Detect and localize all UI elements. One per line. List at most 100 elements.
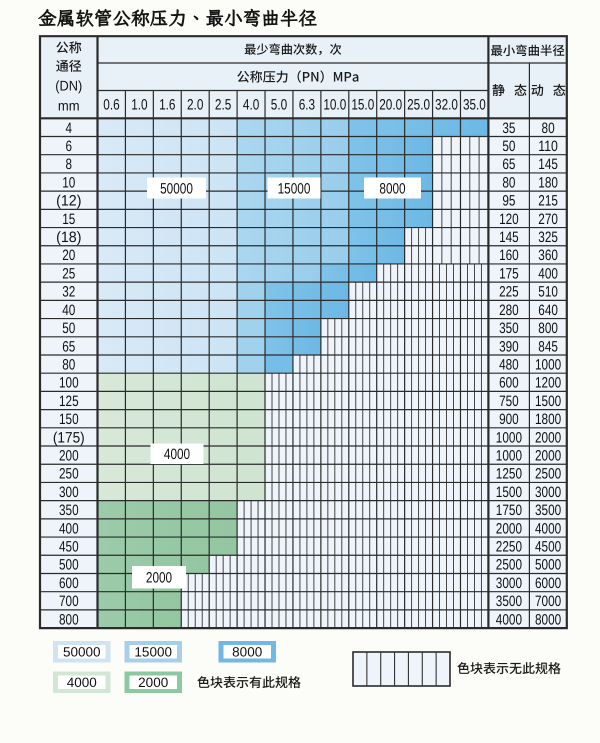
svg-text:480: 480 [499, 357, 519, 374]
svg-text:750: 750 [499, 393, 519, 410]
svg-text:150: 150 [59, 411, 79, 428]
svg-text:4: 4 [66, 120, 73, 137]
svg-text:180: 180 [538, 174, 558, 191]
svg-text:80: 80 [502, 174, 515, 191]
svg-text:40: 40 [62, 302, 75, 319]
svg-text:8: 8 [66, 156, 73, 173]
svg-text:2500: 2500 [496, 557, 522, 574]
svg-text:1000: 1000 [496, 448, 522, 465]
svg-text:600: 600 [499, 375, 519, 392]
svg-text:8000: 8000 [232, 645, 262, 660]
svg-text:50000: 50000 [63, 645, 101, 660]
svg-text:(12): (12) [56, 193, 81, 210]
svg-text:4500: 4500 [535, 539, 561, 556]
svg-text:mm: mm [58, 98, 80, 114]
svg-text:1200: 1200 [535, 375, 561, 392]
svg-text:4000: 4000 [496, 611, 522, 628]
svg-text:6: 6 [66, 138, 73, 155]
svg-text:15000: 15000 [278, 180, 311, 197]
svg-text:1.6: 1.6 [159, 97, 175, 114]
svg-text:400: 400 [59, 520, 79, 537]
svg-text:7000: 7000 [535, 593, 561, 610]
svg-text:110: 110 [538, 138, 558, 155]
svg-text:390: 390 [499, 338, 519, 355]
svg-text:1750: 1750 [496, 502, 522, 519]
svg-text:2000: 2000 [146, 570, 172, 587]
svg-text:145: 145 [538, 156, 558, 173]
svg-text:8000: 8000 [535, 611, 561, 628]
svg-text:2.5: 2.5 [215, 97, 231, 114]
svg-text:50: 50 [62, 320, 75, 337]
svg-text:80: 80 [62, 357, 75, 374]
svg-text:2500: 2500 [535, 466, 561, 483]
svg-text:225: 225 [499, 284, 519, 301]
svg-text:360: 360 [538, 247, 558, 264]
svg-text:1.0: 1.0 [131, 97, 147, 114]
svg-text:1500: 1500 [496, 484, 522, 501]
svg-text:5.0: 5.0 [271, 97, 287, 114]
svg-text:450: 450 [59, 539, 79, 556]
svg-text:900: 900 [499, 411, 519, 428]
svg-text:1800: 1800 [535, 411, 561, 428]
svg-text:95: 95 [502, 193, 515, 210]
svg-text:350: 350 [59, 502, 79, 519]
svg-text:160: 160 [499, 247, 519, 264]
svg-text:500: 500 [59, 557, 79, 574]
svg-text:4000: 4000 [67, 675, 97, 690]
svg-text:1000: 1000 [535, 357, 561, 374]
svg-text:845: 845 [538, 338, 558, 355]
svg-text:15: 15 [62, 211, 75, 228]
svg-text:50: 50 [502, 138, 515, 155]
svg-text:6.3: 6.3 [299, 97, 315, 114]
svg-text:20.0: 20.0 [379, 97, 402, 114]
svg-text:400: 400 [538, 265, 558, 282]
svg-text:215: 215 [538, 193, 558, 210]
svg-text:120: 120 [499, 211, 519, 228]
svg-text:25.0: 25.0 [407, 97, 430, 114]
svg-text:600: 600 [59, 575, 79, 592]
svg-text:2000: 2000 [496, 520, 522, 537]
svg-text:640: 640 [538, 302, 558, 319]
svg-text:(DN): (DN) [55, 78, 82, 94]
svg-text:350: 350 [499, 320, 519, 337]
svg-text:2000: 2000 [535, 448, 561, 465]
svg-text:3500: 3500 [535, 502, 561, 519]
svg-text:4.0: 4.0 [243, 97, 259, 114]
svg-text:250: 250 [59, 466, 79, 483]
svg-text:1500: 1500 [535, 393, 561, 410]
svg-text:0.6: 0.6 [103, 97, 119, 114]
svg-text:80: 80 [542, 120, 555, 137]
svg-text:10.0: 10.0 [323, 97, 346, 114]
svg-text:(175): (175) [53, 429, 85, 446]
svg-text:3000: 3000 [496, 575, 522, 592]
svg-text:1250: 1250 [496, 466, 522, 483]
svg-text:2250: 2250 [496, 539, 522, 556]
svg-text:32: 32 [62, 284, 75, 301]
svg-text:10: 10 [62, 174, 75, 191]
svg-text:2.0: 2.0 [187, 97, 203, 114]
svg-text:145: 145 [499, 229, 519, 246]
svg-text:25: 25 [62, 265, 75, 282]
svg-text:175: 175 [499, 265, 519, 282]
svg-text:800: 800 [538, 320, 558, 337]
svg-text:4000: 4000 [164, 446, 190, 463]
svg-text:200: 200 [59, 448, 79, 465]
svg-text:3000: 3000 [535, 484, 561, 501]
svg-text:5000: 5000 [535, 557, 561, 574]
svg-text:3500: 3500 [496, 593, 522, 610]
svg-text:32.0: 32.0 [435, 97, 458, 114]
svg-text:20: 20 [62, 247, 75, 264]
svg-text:8000: 8000 [379, 180, 405, 197]
svg-text:35.0: 35.0 [463, 97, 486, 114]
svg-text:125: 125 [59, 393, 79, 410]
svg-text:700: 700 [59, 593, 79, 610]
svg-text:300: 300 [59, 484, 79, 501]
svg-text:15000: 15000 [134, 645, 172, 660]
svg-text:65: 65 [62, 338, 75, 355]
svg-text:1000: 1000 [496, 429, 522, 446]
svg-text:50000: 50000 [160, 180, 193, 197]
svg-text:6000: 6000 [535, 575, 561, 592]
svg-text:280: 280 [499, 302, 519, 319]
svg-text:2000: 2000 [535, 429, 561, 446]
svg-text:100: 100 [59, 375, 79, 392]
